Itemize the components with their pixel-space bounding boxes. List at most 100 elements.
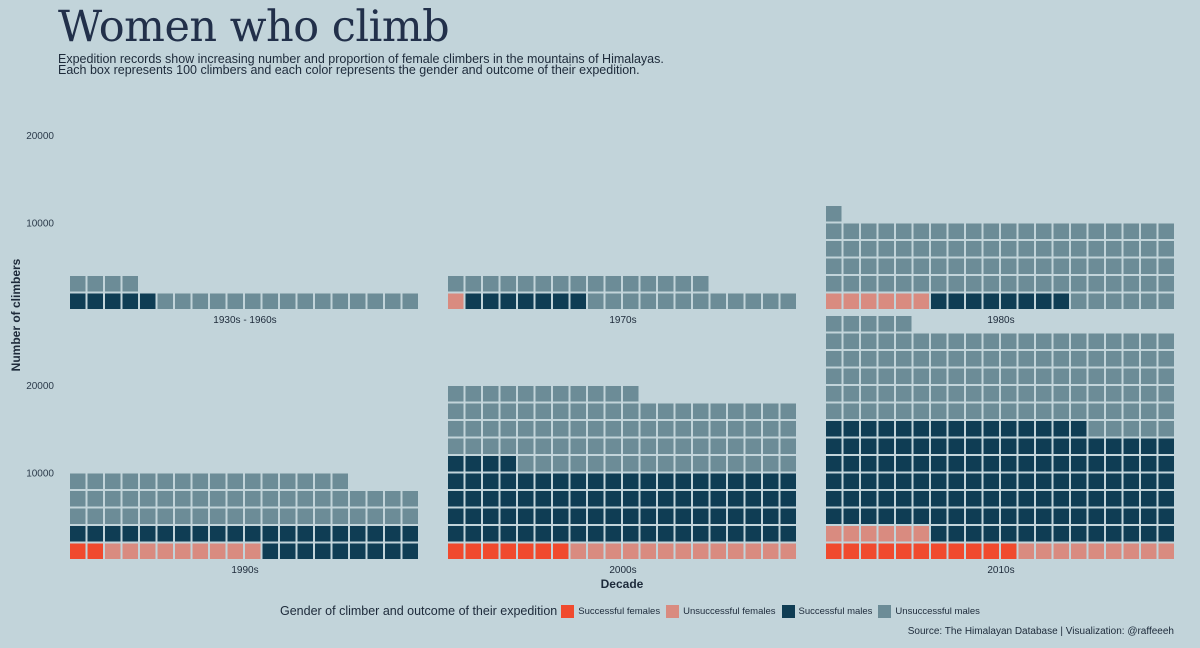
waffle-box-successful-females <box>948 543 964 559</box>
waffle-box-successful-males <box>843 456 859 472</box>
waffle-box-unsuccessful-males <box>983 223 999 239</box>
waffle-box-unsuccessful-males <box>623 456 639 472</box>
waffle-box-unsuccessful-males <box>745 293 761 309</box>
waffle-box-successful-males <box>1053 508 1069 524</box>
waffle-box-unsuccessful-males <box>297 508 313 524</box>
waffle-box-successful-males <box>623 508 639 524</box>
waffle-box-successful-females <box>861 543 877 559</box>
waffle-box-unsuccessful-males <box>1071 386 1087 402</box>
waffle-box-successful-males <box>448 526 464 542</box>
waffle-box-unsuccessful-males <box>966 333 982 349</box>
waffle-box-unsuccessful-females <box>675 543 691 559</box>
waffle-box-unsuccessful-males <box>896 403 912 419</box>
waffle-box-successful-males <box>1053 491 1069 507</box>
waffle-box-unsuccessful-males <box>896 333 912 349</box>
waffle-box-unsuccessful-males <box>710 421 726 437</box>
waffle-box-successful-males <box>402 543 418 559</box>
waffle-box-successful-males <box>535 491 551 507</box>
waffle-box-unsuccessful-males <box>1071 351 1087 367</box>
waffle-box-unsuccessful-males <box>623 293 639 309</box>
waffle-box-unsuccessful-males <box>332 491 348 507</box>
waffle-box-unsuccessful-males <box>693 421 709 437</box>
waffle-box-successful-males <box>983 508 999 524</box>
waffle-box-unsuccessful-males <box>1123 368 1139 384</box>
waffle-box-unsuccessful-males <box>1018 351 1034 367</box>
waffle-box-successful-males <box>878 508 894 524</box>
waffle-box-successful-males <box>843 421 859 437</box>
waffle-box-unsuccessful-males <box>931 386 947 402</box>
waffle-box-unsuccessful-males <box>983 333 999 349</box>
waffle-box-successful-males <box>315 526 331 542</box>
waffle-box-unsuccessful-males <box>1018 241 1034 257</box>
waffle-box-successful-males <box>826 473 842 489</box>
waffle-box-unsuccessful-males <box>983 258 999 274</box>
waffle-box-successful-males <box>1018 438 1034 454</box>
waffle-box-successful-males <box>983 293 999 309</box>
x-axis-title: Decade <box>601 577 644 591</box>
waffle-box-successful-males <box>448 456 464 472</box>
panel-label: 2000s <box>609 565 636 576</box>
waffle-box-unsuccessful-males <box>843 223 859 239</box>
waffle-box-unsuccessful-males <box>588 386 604 402</box>
waffle-box-unsuccessful-males <box>826 223 842 239</box>
waffle-box-unsuccessful-males <box>623 438 639 454</box>
waffle-box-successful-males <box>878 456 894 472</box>
waffle-box-unsuccessful-males <box>1053 403 1069 419</box>
waffle-box-successful-females <box>70 543 86 559</box>
waffle-box-unsuccessful-males <box>448 438 464 454</box>
waffle-box-unsuccessful-males <box>70 491 86 507</box>
waffle-box-successful-males <box>931 508 947 524</box>
waffle-box-unsuccessful-males <box>1088 368 1104 384</box>
waffle-box-unsuccessful-females <box>878 526 894 542</box>
waffle-box-unsuccessful-males <box>1158 223 1174 239</box>
waffle-box-unsuccessful-males <box>948 351 964 367</box>
waffle-box-unsuccessful-males <box>1018 258 1034 274</box>
waffle-box-successful-males <box>483 456 499 472</box>
waffle-box-unsuccessful-males <box>913 368 929 384</box>
waffle-box-unsuccessful-females <box>1071 543 1087 559</box>
waffle-box-successful-females <box>896 543 912 559</box>
waffle-box-unsuccessful-males <box>1053 386 1069 402</box>
waffle-box-unsuccessful-males <box>1088 421 1104 437</box>
waffle-box-unsuccessful-males <box>350 293 366 309</box>
waffle-box-successful-males <box>1018 421 1034 437</box>
waffle-box-unsuccessful-males <box>675 421 691 437</box>
waffle-box-unsuccessful-males <box>1018 276 1034 292</box>
waffle-box-unsuccessful-males <box>710 403 726 419</box>
waffle-box-unsuccessful-males <box>640 421 656 437</box>
waffle-box-successful-females <box>913 543 929 559</box>
waffle-box-successful-males <box>588 526 604 542</box>
waffle-box-unsuccessful-males <box>658 421 674 437</box>
waffle-box-successful-males <box>1088 491 1104 507</box>
waffle-box-unsuccessful-males <box>763 438 779 454</box>
waffle-box-unsuccessful-males <box>983 386 999 402</box>
waffle-box-unsuccessful-males <box>1053 368 1069 384</box>
panel-2000s: 2000s <box>448 386 796 576</box>
waffle-box-successful-males <box>1036 508 1052 524</box>
waffle-box-unsuccessful-males <box>826 241 842 257</box>
waffle-box-unsuccessful-males <box>1088 351 1104 367</box>
waffle-box-unsuccessful-males <box>878 316 894 332</box>
waffle-box-unsuccessful-females <box>175 543 191 559</box>
waffle-box-unsuccessful-males <box>1036 258 1052 274</box>
waffle-box-unsuccessful-females <box>780 543 796 559</box>
waffle-box-unsuccessful-males <box>262 473 278 489</box>
waffle-box-successful-males <box>826 421 842 437</box>
waffle-box-successful-males <box>518 293 534 309</box>
waffle-box-unsuccessful-males <box>1001 258 1017 274</box>
waffle-box-unsuccessful-females <box>1123 543 1139 559</box>
waffle-box-unsuccessful-females <box>1018 543 1034 559</box>
waffle-box-unsuccessful-males <box>623 276 639 292</box>
waffle-box-unsuccessful-males <box>861 241 877 257</box>
waffle-box-unsuccessful-males <box>896 386 912 402</box>
waffle-box-unsuccessful-females <box>157 543 173 559</box>
waffle-box-successful-males <box>1053 526 1069 542</box>
waffle-box-unsuccessful-males <box>878 258 894 274</box>
waffle-box-unsuccessful-males <box>675 403 691 419</box>
waffle-box-unsuccessful-males <box>518 403 534 419</box>
waffle-box-unsuccessful-females <box>693 543 709 559</box>
waffle-box-unsuccessful-males <box>983 276 999 292</box>
waffle-box-unsuccessful-males <box>1036 333 1052 349</box>
waffle-box-unsuccessful-males <box>896 368 912 384</box>
waffle-box-successful-males <box>675 526 691 542</box>
